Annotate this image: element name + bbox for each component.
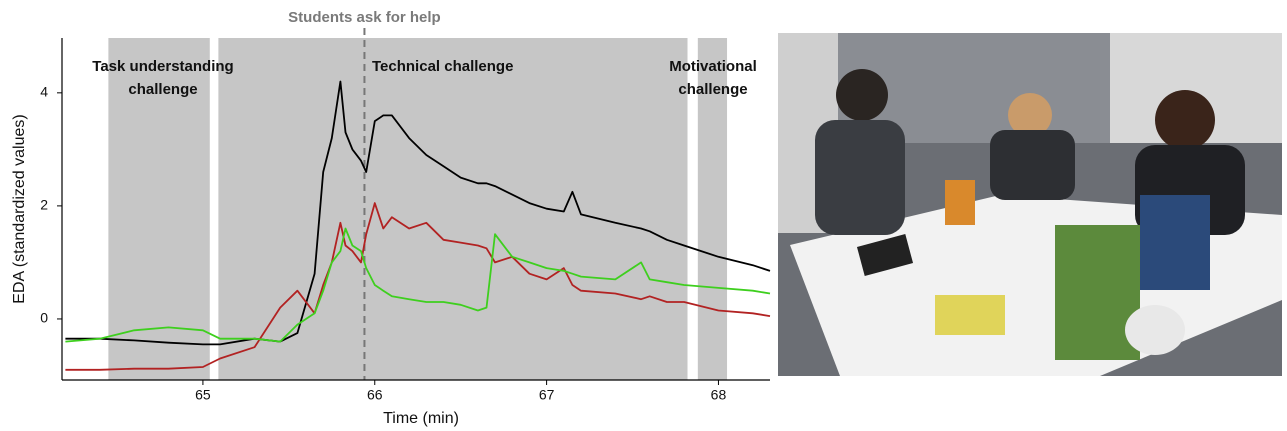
y-tick-label: 0 xyxy=(40,310,48,326)
photo-person xyxy=(836,69,888,121)
photo-box xyxy=(945,180,975,225)
chart: Students ask for help Task understanding c… xyxy=(11,9,770,427)
region-label: challenge xyxy=(128,81,197,98)
x-tick-label: 67 xyxy=(539,387,555,403)
figure: Students ask for help Task understanding c… xyxy=(0,0,1287,431)
photo xyxy=(778,33,1282,376)
region-label: challenge xyxy=(678,81,747,98)
region-label: Motivational xyxy=(669,58,757,75)
marker-label: Students ask for help xyxy=(288,9,441,26)
y-tick-label: 2 xyxy=(40,197,48,213)
photo-jar xyxy=(1125,305,1185,355)
region-label: Technical challenge xyxy=(372,58,513,75)
photo-box xyxy=(935,295,1005,335)
region xyxy=(218,38,687,380)
photo-person xyxy=(990,130,1075,200)
photo-box xyxy=(1140,195,1210,290)
x-tick-label: 65 xyxy=(195,387,211,403)
photo-person xyxy=(1155,90,1215,150)
photo-person xyxy=(815,120,905,235)
y-tick-label: 4 xyxy=(40,84,48,100)
y-axis-label: EDA (standardized values) xyxy=(11,114,28,303)
x-tick-label: 66 xyxy=(367,387,383,403)
x-axis-label: Time (min) xyxy=(383,410,459,427)
x-tick-label: 68 xyxy=(711,387,727,403)
region-label: Task understanding xyxy=(92,58,233,75)
photo-box xyxy=(1055,225,1140,360)
